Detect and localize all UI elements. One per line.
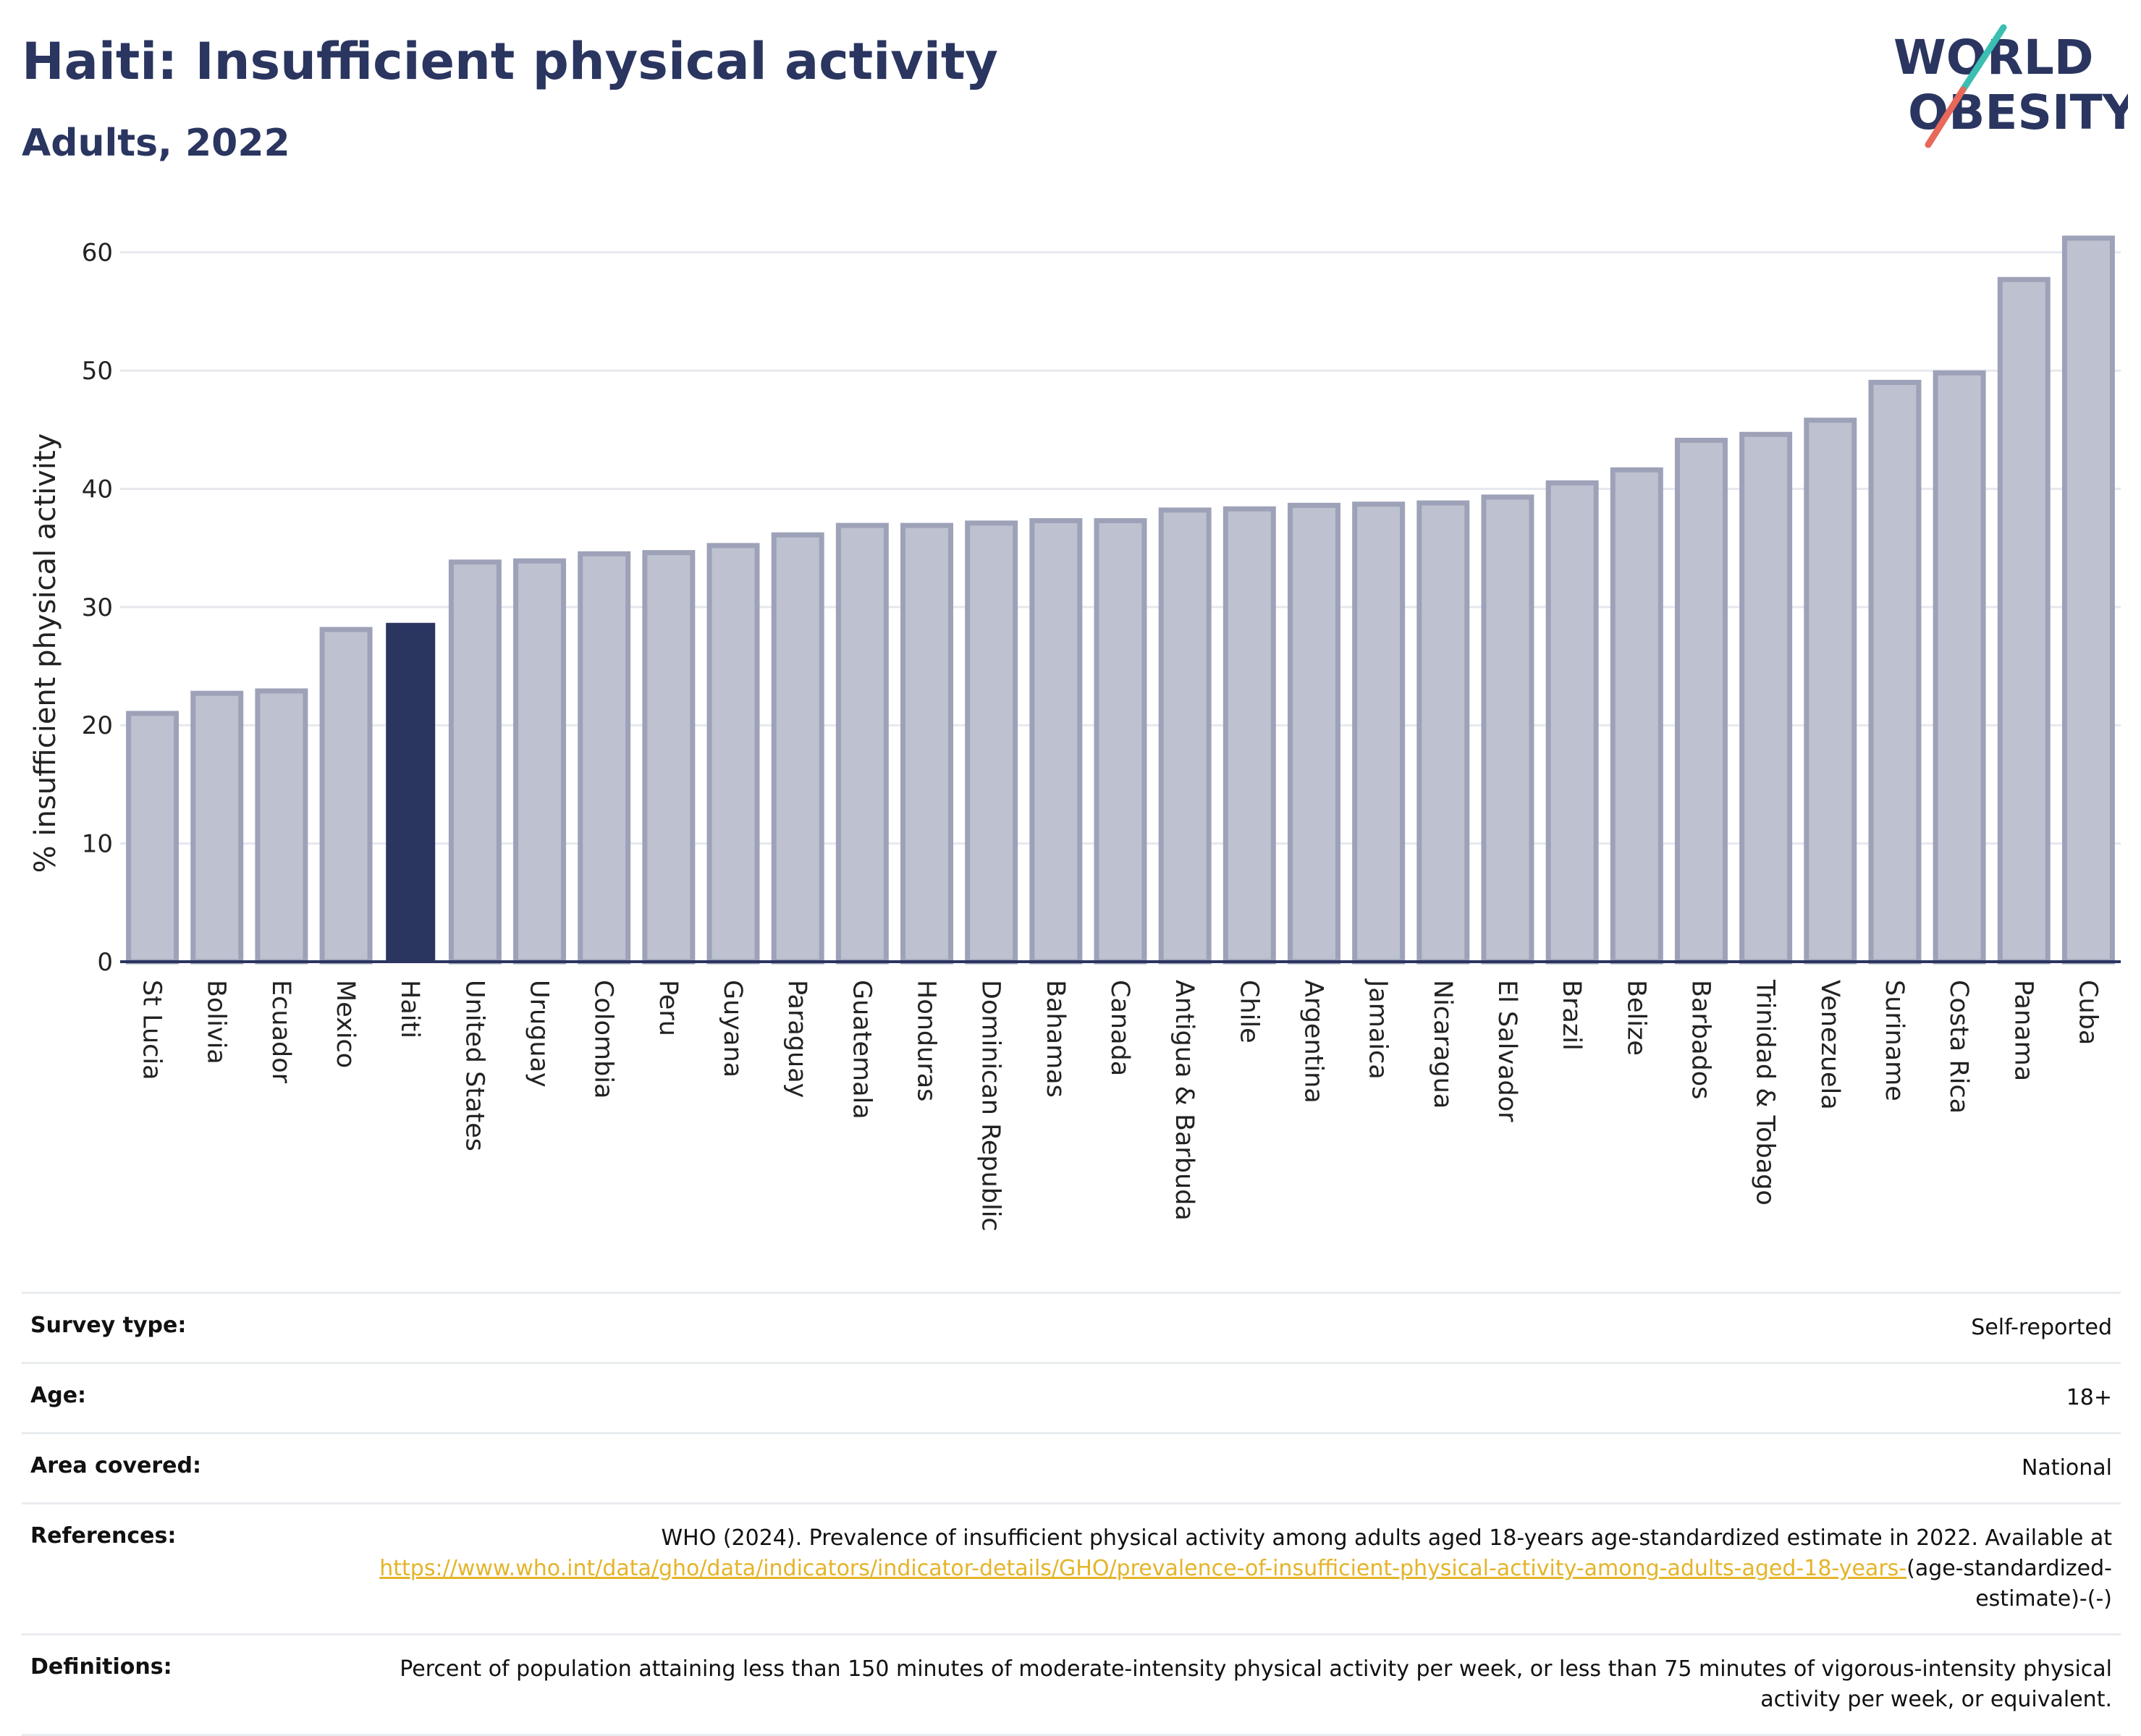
references-label: References: [30,1523,177,1549]
x-tick-label: Guatemala [847,980,876,1119]
chart-title: Haiti: Insufficient physical activity [22,32,998,91]
references-link[interactable]: https://www.who.int/data/gho/data/indica… [379,1556,1907,1581]
logo-line-2: OBESITY [1908,85,2128,140]
bar-chart: 0 10 20 30 40 50 60 St Lucia Bolivia Ecuador Mexi… [29,235,2121,1232]
survey-type-row: Survey type: Self-reported [22,1292,2121,1362]
age-label: Age: [30,1383,87,1408]
bar [1481,494,1534,965]
x-tick-label: Venezuela [1815,980,1844,1110]
x-tick-label: Honduras [912,980,941,1101]
x-tick-label: Bolivia [202,980,231,1064]
x-tick-label: Chile [1234,980,1263,1043]
y-tick-label: 60 [82,239,113,268]
age-value: 18+ [2066,1385,2112,1410]
definitions-row: Definitions: Percent of population attai… [22,1633,2121,1736]
y-tick-label: 20 [82,711,113,740]
bar [255,688,308,965]
y-tick-label: 30 [82,593,113,622]
bar [1545,480,1599,965]
y-axis-ticks: 0 10 20 30 40 50 60 [82,239,113,977]
x-tick-label: Peru [654,980,683,1036]
x-tick-label: Guyana [718,980,747,1077]
x-tick-label: Canada [1105,980,1134,1076]
logo-slash-coral [1925,86,1967,148]
references-value: WHO (2024). Prevalence of insufficient p… [360,1523,2112,1614]
world-obesity-logo: WORLD OBESITY [1893,24,2128,148]
bar [771,532,824,965]
area-value: National [2021,1455,2112,1481]
logo-slash-teal [1959,24,2007,93]
x-tick-label: Belize [1621,980,1650,1056]
y-tick-label: 10 [82,830,113,859]
definitions-value: Percent of population attaining less tha… [400,1656,2112,1712]
references-text: WHO (2024). Prevalence of insufficient p… [661,1525,2112,1551]
bar [706,543,760,965]
x-tick-label: Paraguay [782,980,811,1098]
y-tick-label: 40 [82,475,113,504]
references-suffix: (age-standardized-estimate)-(-) [1906,1556,2112,1612]
bars [126,235,2115,965]
y-axis-label: % insufficient physical activity [29,433,62,873]
area-row: Area covered: National [22,1432,2121,1502]
y-tick-label: 50 [82,357,113,386]
bar [1029,518,1083,965]
x-tick-label: Trinidad & Tobago [1751,979,1780,1206]
survey-type-value: Self-reported [1971,1315,2112,1340]
info-table: Survey type: Self-reported Age: 18+ Area… [22,1292,2121,1736]
bar [319,627,373,965]
x-tick-label: Mexico [331,980,360,1068]
x-axis-ticks: St Lucia Bolivia Ecuador Mexico Haiti United … [138,978,2103,1232]
x-tick-label: United States [460,980,489,1151]
x-tick-label: Dominican Republic [976,980,1005,1232]
x-tick-label: Colombia [589,980,618,1098]
x-tick-label: Haiti [395,980,424,1038]
bar [642,550,696,965]
x-tick-label: Uruguay [525,980,554,1088]
x-tick-label: Argentina [1298,980,1327,1104]
survey-type-label: Survey type: [30,1313,187,1338]
bar [900,522,954,965]
chart-subtitle: Adults, 2022 [22,122,290,165]
bar [1158,507,1212,965]
area-label: Area covered: [30,1453,201,1478]
bar [513,558,567,965]
x-tick-label: Barbados [1686,980,1715,1099]
bar [1933,370,1986,965]
x-tick-label: Costa Rica [1944,980,1973,1114]
bar [190,690,244,965]
bar [1610,467,1663,965]
references-row: References: WHO (2024). Prevalence of in… [22,1502,2121,1633]
bar [1739,431,1793,965]
x-tick-label: Jamaica [1364,978,1393,1080]
y-tick-label: 0 [97,948,113,977]
bar [965,520,1018,965]
x-tick-label: Panama [2009,980,2037,1081]
definitions-label: Definitions: [30,1654,172,1680]
x-tick-label: St Lucia [138,980,166,1080]
bar [1287,502,1340,965]
bar [1094,518,1147,965]
x-tick-label: El Salvador [1492,980,1521,1122]
bar [126,711,180,965]
bar [2061,235,2115,965]
bar [835,522,889,965]
bar [1352,501,1406,965]
bar [1222,506,1276,965]
age-row: Age: 18+ [22,1362,2121,1432]
x-tick-label: Antigua & Barbuda [1170,980,1199,1221]
bar [1997,276,2051,965]
x-tick-label: Suriname [1880,980,1909,1101]
x-tick-label: Nicaragua [1428,980,1457,1109]
bar [578,551,631,965]
bar [386,622,436,962]
x-tick-label: Brazil [1557,980,1586,1051]
bar [448,559,502,965]
bar [1416,500,1470,965]
x-tick-label: Cuba [2073,980,2102,1045]
x-tick-label: Ecuador [266,980,295,1084]
bar [1868,379,1922,965]
bar [1674,437,1728,965]
x-tick-label: Bahamas [1041,980,1070,1098]
bar [1804,418,1857,965]
